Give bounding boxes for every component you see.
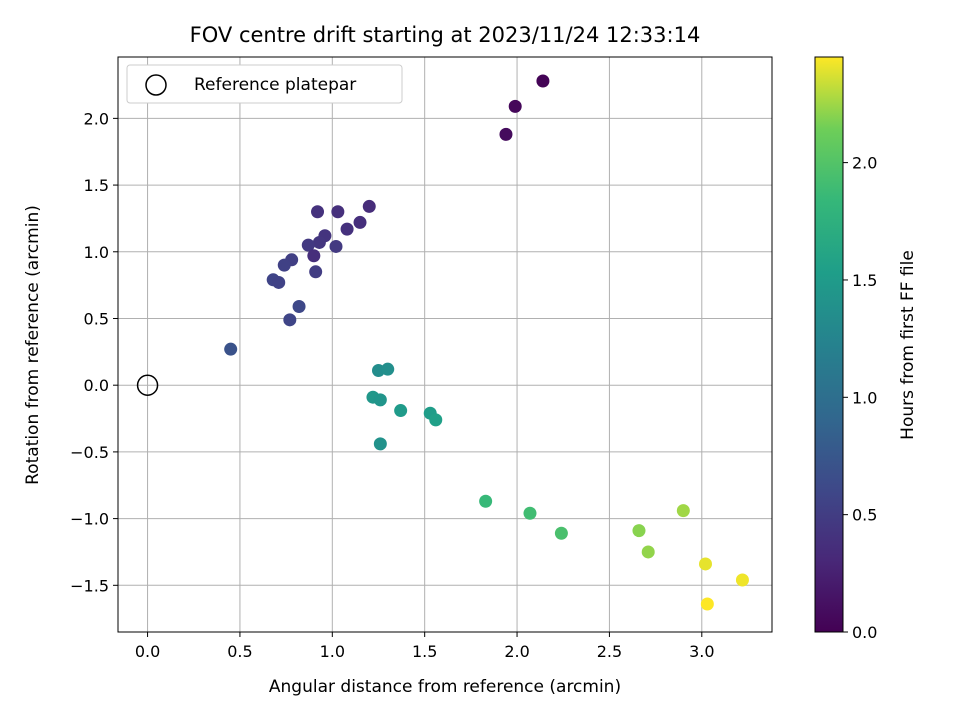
x-tick-label: 0.5 <box>227 642 252 661</box>
scatter-point <box>373 437 387 451</box>
legend: Reference platepar <box>126 64 403 104</box>
scatter-points <box>224 74 749 611</box>
y-tick-label: 1.0 <box>84 243 109 262</box>
scatter-point <box>536 74 550 88</box>
scatter-point <box>479 494 493 508</box>
scatter-point <box>312 235 326 249</box>
y-tick-label: −0.5 <box>70 443 109 462</box>
scatter-point <box>554 526 568 540</box>
grid-lines <box>118 57 772 632</box>
reference-marker <box>136 374 159 396</box>
scatter-point <box>373 393 387 407</box>
colorbar-tick-label: 2.0 <box>852 154 877 173</box>
scatter-point <box>331 205 345 219</box>
scatter-point <box>353 215 367 229</box>
scatter-point <box>676 504 690 518</box>
scatter-point <box>301 238 315 252</box>
y-tick-label: 0.0 <box>84 376 109 395</box>
x-axis-label: Angular distance from reference (arcmin) <box>269 677 621 697</box>
scatter-point <box>698 557 712 571</box>
scatter-point <box>292 299 306 313</box>
reference-marker-group <box>136 374 159 396</box>
scatter-point <box>394 404 408 418</box>
scatter-point <box>641 545 655 559</box>
scatter-point <box>224 342 238 356</box>
y-tick-label: 2.0 <box>84 109 109 128</box>
legend-reference-label: Reference platepar <box>194 75 356 95</box>
scatter-point <box>309 265 323 279</box>
scatter-point <box>632 524 646 538</box>
scatter-point <box>283 313 297 327</box>
scatter-point <box>508 99 522 113</box>
legend-reference-marker <box>145 74 167 96</box>
colorbar-ticks: 0.0 0.5 1.0 1.5 2.0 <box>843 154 877 642</box>
scatter-point <box>700 597 714 611</box>
x-tick-label: 2.5 <box>597 642 622 661</box>
colorbar-tick-label: 1.0 <box>852 388 877 407</box>
x-axis-ticks: 0.0 0.5 1.0 1.5 2.0 2.5 3.0 <box>135 632 715 661</box>
colorbar-tick-label: 0.0 <box>852 623 877 642</box>
plot-area-frame <box>117 56 773 633</box>
colorbar-tick-label: 0.5 <box>852 506 877 525</box>
x-tick-label: 3.0 <box>689 642 714 661</box>
scatter-point <box>272 275 286 289</box>
colorbar: 0.0 0.5 1.0 1.5 2.0 Hours from first FF file <box>814 56 918 642</box>
scatter-point <box>499 127 513 141</box>
y-axis-ticks: −1.5 −1.0 −0.5 0.0 0.5 1.0 1.5 2.0 <box>70 109 118 595</box>
y-tick-label: 0.5 <box>84 309 109 328</box>
scatter-point <box>381 362 395 376</box>
scatter-point <box>523 506 537 520</box>
x-tick-label: 0.0 <box>135 642 160 661</box>
scatter-point <box>340 222 354 236</box>
y-tick-label: −1.0 <box>70 510 109 529</box>
colorbar-label: Hours from first FF file <box>898 250 918 440</box>
y-axis-label: Rotation from reference (arcmin) <box>23 205 43 485</box>
scatter-point <box>362 199 376 213</box>
legend-box <box>126 64 403 104</box>
scatter-point <box>735 573 749 587</box>
y-tick-label: 1.5 <box>84 176 109 195</box>
scatter-point <box>329 239 343 253</box>
x-tick-label: 1.0 <box>320 642 345 661</box>
x-tick-label: 2.0 <box>504 642 529 661</box>
colorbar-tick-label: 1.5 <box>852 271 877 290</box>
y-tick-label: −1.5 <box>70 576 109 595</box>
colorbar-gradient <box>814 56 844 633</box>
scatter-point <box>311 205 325 219</box>
x-tick-label: 1.5 <box>412 642 437 661</box>
scatter-point <box>307 249 321 263</box>
scatter-point <box>429 413 443 427</box>
chart-title: FOV centre drift starting at 2023/11/24 … <box>190 23 701 47</box>
scatter-point <box>277 258 291 272</box>
